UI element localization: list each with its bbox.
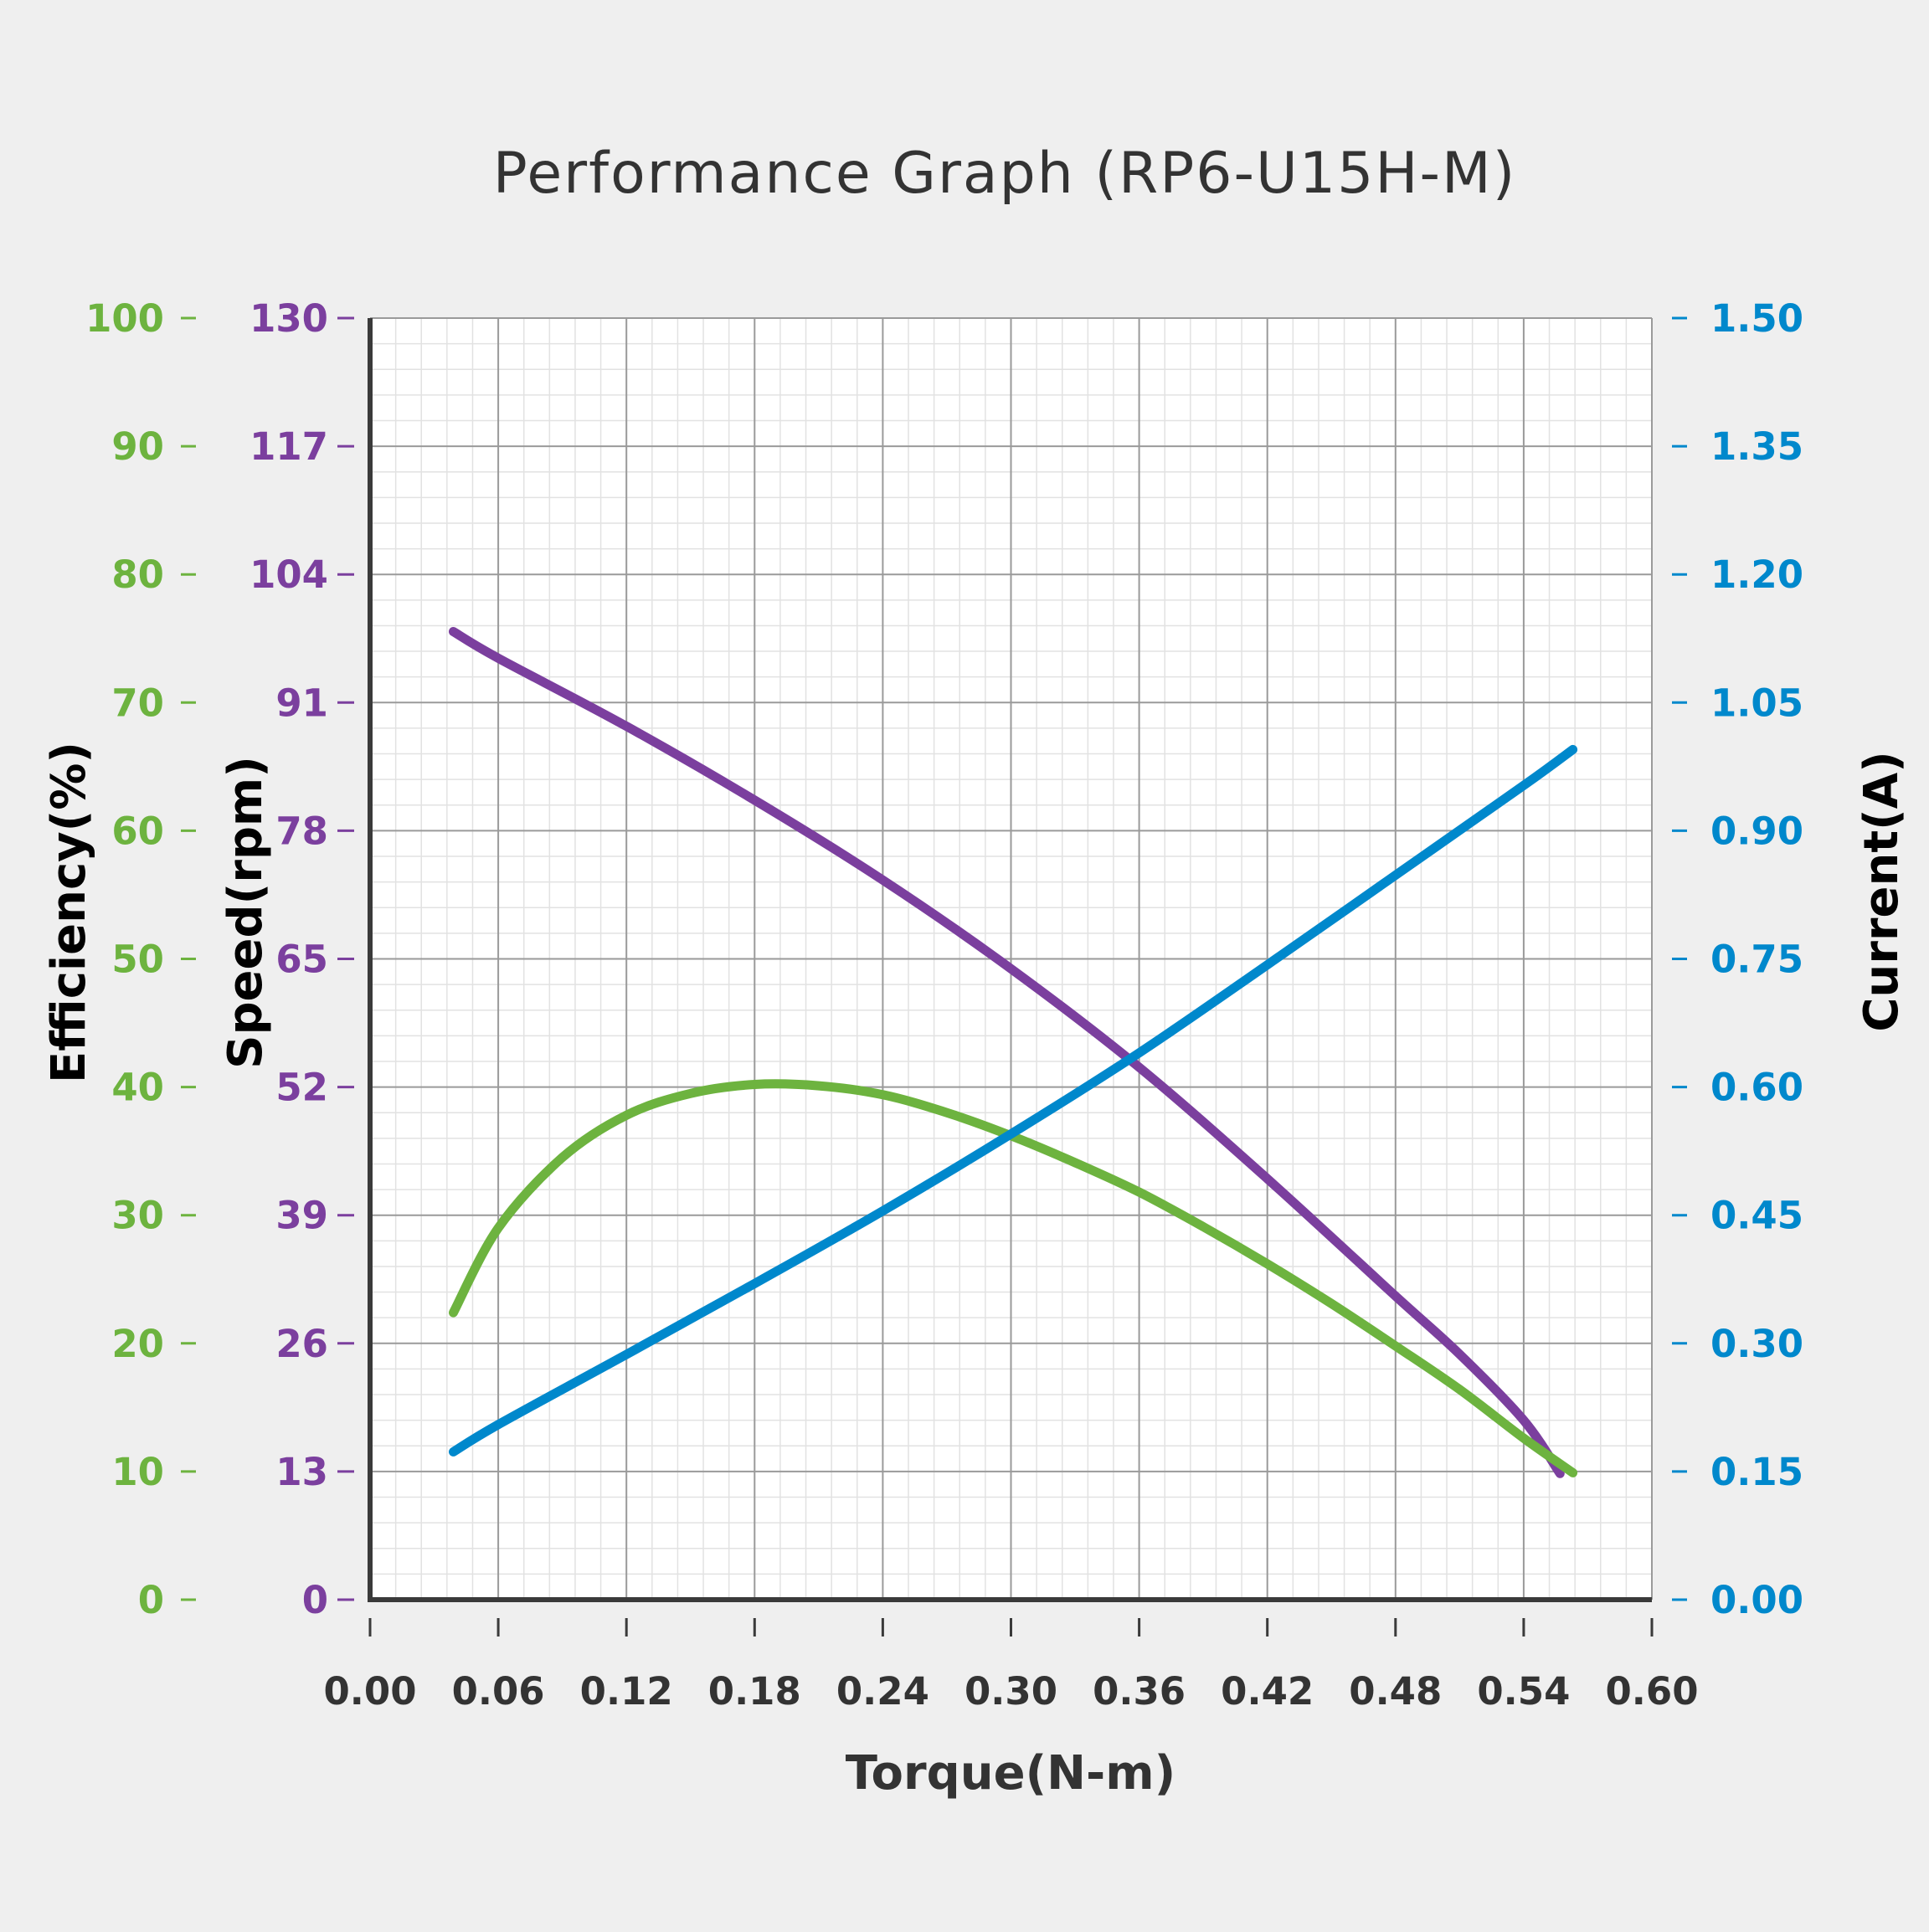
speed-series-line bbox=[449, 627, 1565, 1478]
speed-tick-label: 13 bbox=[275, 1450, 328, 1494]
current-tick-label: 1.35 bbox=[1710, 424, 1803, 469]
efficiency-axis-title: Efficiency(%) bbox=[42, 742, 96, 1083]
speed-tick-label: 117 bbox=[249, 424, 328, 469]
efficiency-tick-label: 70 bbox=[111, 681, 164, 725]
x-tick-label: 0.12 bbox=[580, 1669, 673, 1714]
current-tick-label: 0.30 bbox=[1710, 1322, 1803, 1366]
x-tick-label: 0.00 bbox=[323, 1669, 416, 1714]
current-tick-label: 1.05 bbox=[1710, 681, 1803, 725]
x-tick-label: 0.06 bbox=[452, 1669, 545, 1714]
x-tick-label: 0.42 bbox=[1221, 1669, 1314, 1714]
x-tick-label: 0.18 bbox=[708, 1669, 801, 1714]
current-tick-label: 0.00 bbox=[1710, 1578, 1803, 1622]
x-tick-label: 0.36 bbox=[1093, 1669, 1186, 1714]
axes bbox=[181, 316, 1687, 1637]
speed-tick-label: 65 bbox=[275, 938, 328, 982]
current-tick-label: 1.50 bbox=[1710, 296, 1803, 341]
efficiency-tick-label: 0 bbox=[138, 1578, 164, 1622]
current-tick-label: 0.15 bbox=[1710, 1450, 1803, 1494]
speed-tick-label: 26 bbox=[275, 1322, 328, 1366]
efficiency-tick-label: 30 bbox=[111, 1194, 164, 1238]
chart-title: Performance Graph (RP6-U15H-M) bbox=[493, 141, 1516, 207]
current-axis-title: Current(A) bbox=[1854, 751, 1909, 1031]
speed-tick-label: 104 bbox=[249, 552, 328, 597]
efficiency-tick-label: 90 bbox=[111, 424, 164, 469]
x-tick-label: 0.30 bbox=[964, 1669, 1057, 1714]
current-tick-label: 0.90 bbox=[1710, 809, 1803, 853]
efficiency-tick-label: 80 bbox=[111, 552, 164, 597]
current-tick-label: 0.45 bbox=[1710, 1194, 1803, 1238]
speed-tick-label: 52 bbox=[275, 1066, 328, 1110]
efficiency-tick-label: 40 bbox=[111, 1066, 164, 1110]
speed-tick-label: 0 bbox=[302, 1578, 328, 1622]
x-tick-label: 0.60 bbox=[1605, 1669, 1698, 1714]
current-tick-label: 0.60 bbox=[1710, 1066, 1803, 1110]
current-tick-label: 1.20 bbox=[1710, 552, 1803, 597]
x-tick-label: 0.54 bbox=[1477, 1669, 1570, 1714]
x-axis-title: Torque(N-m) bbox=[846, 1746, 1175, 1801]
speed-tick-label: 78 bbox=[275, 809, 328, 853]
x-tick-label: 0.24 bbox=[836, 1669, 929, 1714]
series-lines bbox=[449, 627, 1578, 1478]
efficiency-tick-label: 20 bbox=[111, 1322, 164, 1366]
efficiency-tick-label: 60 bbox=[111, 809, 164, 853]
efficiency-tick-label: 50 bbox=[111, 938, 164, 982]
speed-tick-label: 130 bbox=[249, 296, 328, 341]
efficiency-tick-label: 100 bbox=[85, 296, 164, 341]
tick-labels: 0.00 0.06 0.12 0.18 0.24 0.30 0.36 0.42 0.48 0.54… bbox=[85, 296, 1803, 1714]
grid bbox=[370, 317, 1653, 1600]
speed-tick-label: 39 bbox=[275, 1194, 328, 1238]
speed-tick-label: 91 bbox=[275, 681, 328, 725]
x-tick-label: 0.48 bbox=[1349, 1669, 1442, 1714]
efficiency-tick-label: 10 bbox=[111, 1450, 164, 1494]
current-series-line bbox=[449, 744, 1578, 1457]
speed-axis-title: Speed(rpm) bbox=[219, 756, 273, 1069]
current-tick-label: 0.75 bbox=[1710, 938, 1803, 982]
